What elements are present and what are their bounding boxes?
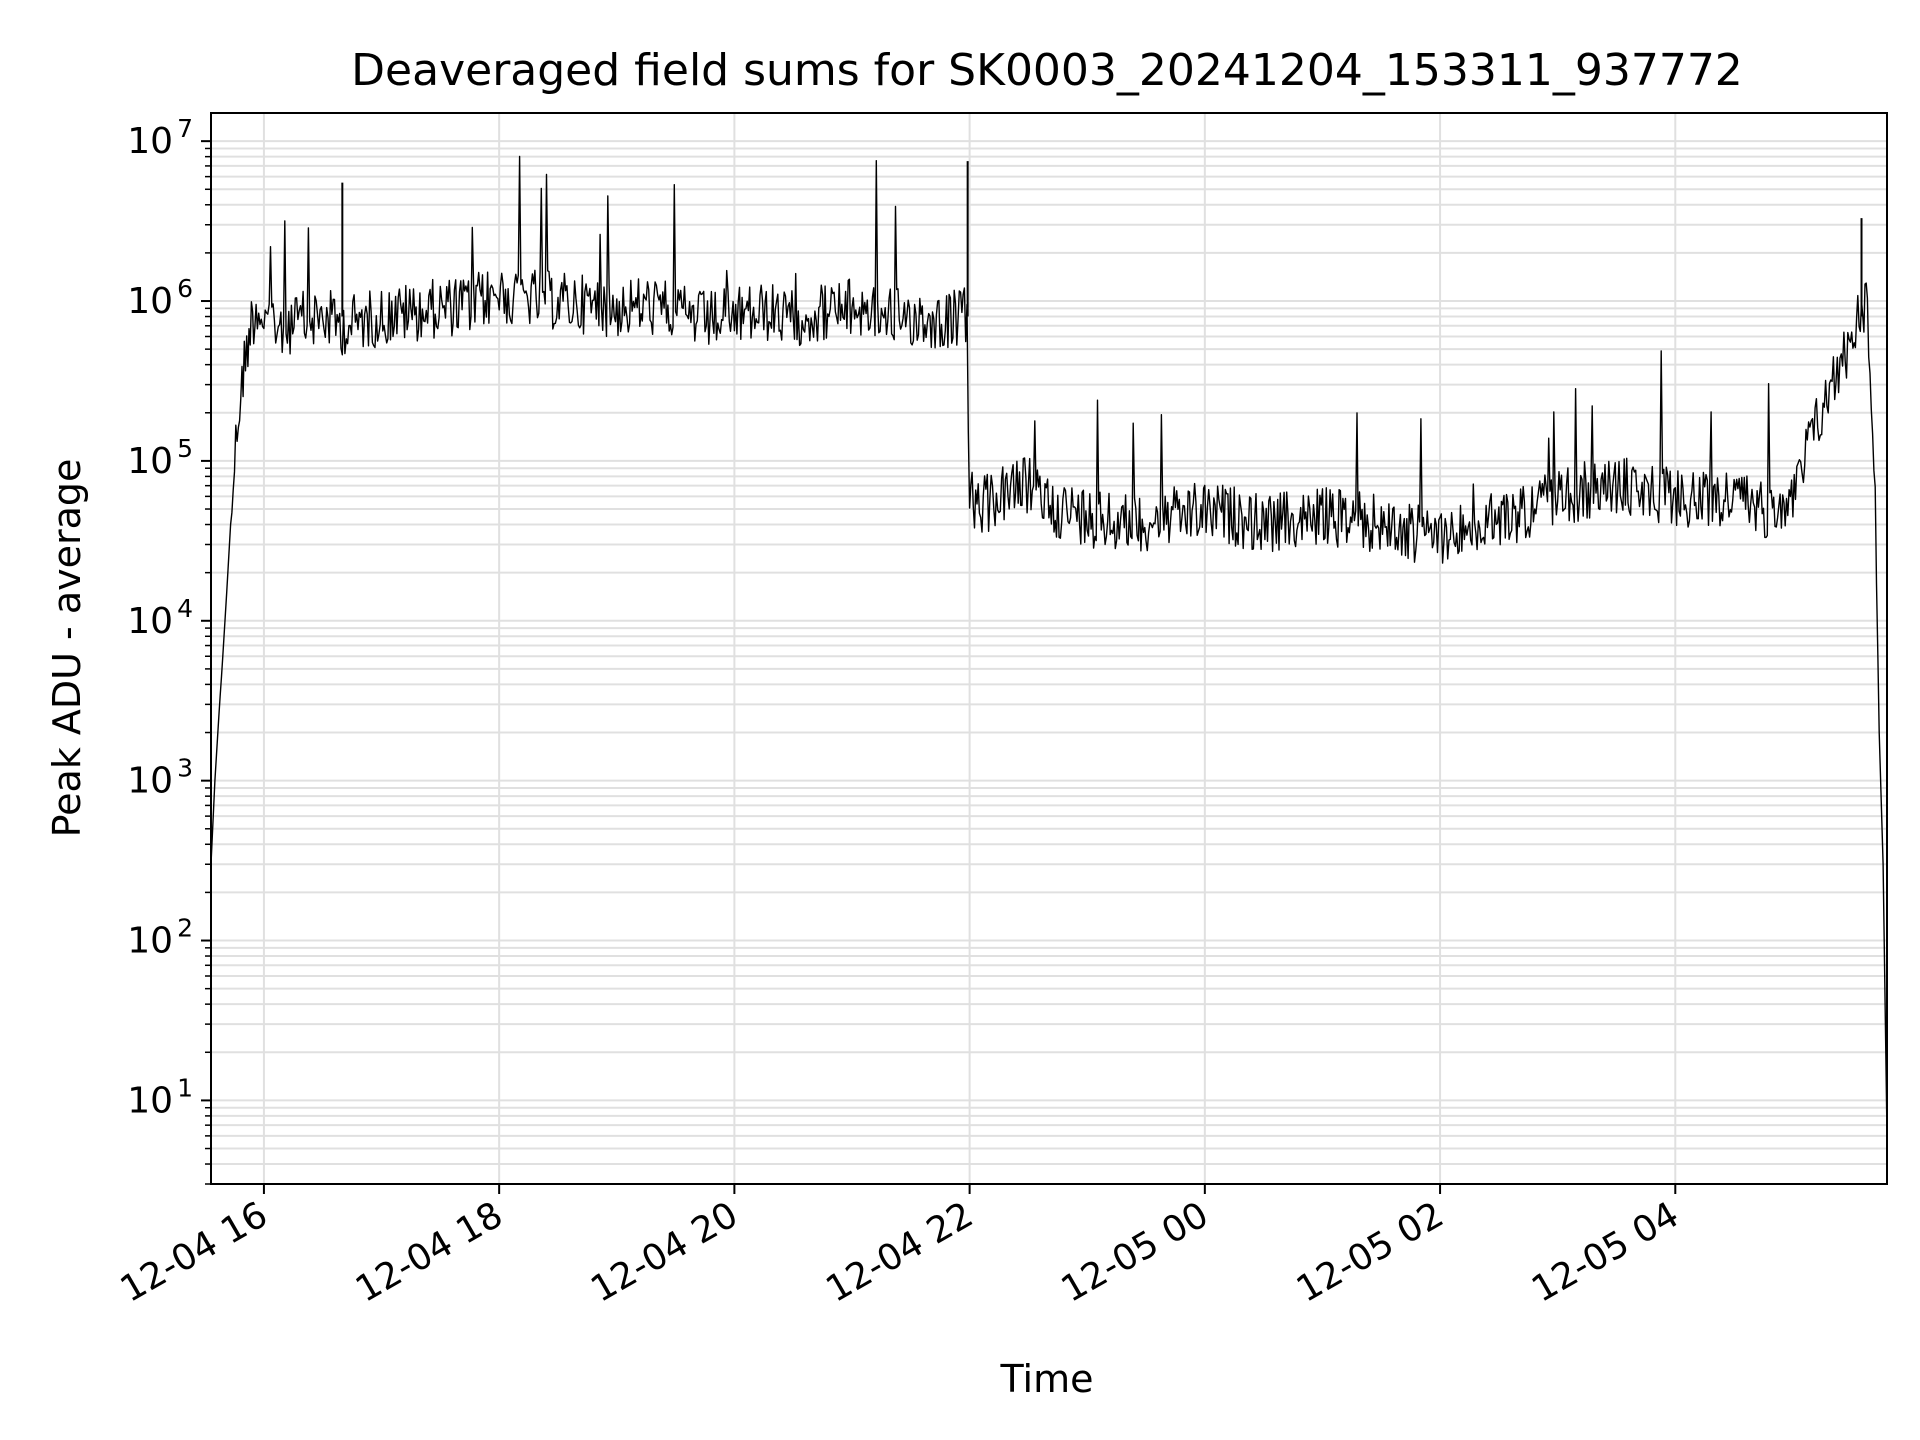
grid xyxy=(211,113,1887,1185)
series-line xyxy=(210,155,1888,1136)
y-tick-label: 10 xyxy=(127,921,173,962)
y-tick-label: 10 xyxy=(127,601,173,642)
y-tick-exponent: 2 xyxy=(177,914,193,943)
y-tick-label: 10 xyxy=(127,441,173,482)
y-tick-label: 10 xyxy=(127,761,173,802)
y-axis-label: Peak ADU - average xyxy=(45,459,89,838)
y-tick-label: 10 xyxy=(127,1080,173,1121)
y-tick-exponent: 1 xyxy=(177,1073,193,1102)
y-tick-label: 10 xyxy=(127,281,173,322)
y-tick-exponent: 3 xyxy=(177,754,193,783)
axes-frame xyxy=(210,112,1888,1185)
chart-title: Deaveraged field sums for SK0003_2024120… xyxy=(351,45,1743,96)
y-tick-label: 10 xyxy=(127,121,173,162)
y-tick-exponent: 4 xyxy=(177,594,193,623)
y-tick-exponent: 5 xyxy=(177,434,193,463)
y-tick-exponent: 6 xyxy=(177,274,193,303)
x-axis-label: Time xyxy=(1000,1357,1094,1401)
plot-area xyxy=(210,155,1888,1136)
y-tick-exponent: 7 xyxy=(177,114,193,143)
